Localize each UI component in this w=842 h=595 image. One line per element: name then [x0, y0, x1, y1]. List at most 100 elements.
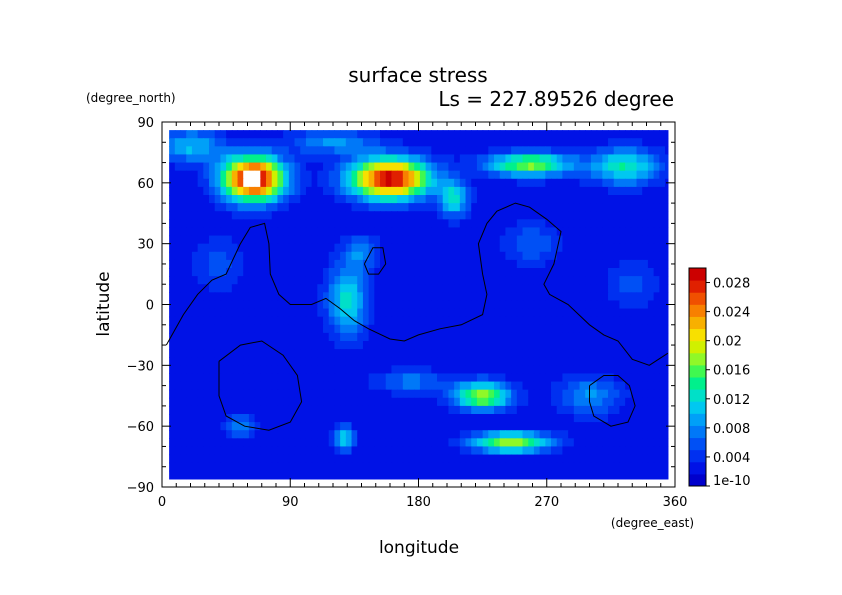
- heatmap-cell: [414, 284, 421, 293]
- heatmap-cell: [294, 219, 301, 229]
- heatmap-cell: [613, 154, 621, 164]
- heatmap-cell: [191, 162, 199, 172]
- heatmap-cell: [579, 203, 586, 212]
- heatmap-cell: [608, 154, 615, 164]
- heatmap-cell: [288, 146, 296, 156]
- heatmap-cell: [528, 203, 535, 212]
- heatmap-cell: [454, 268, 461, 277]
- heatmap-cell: [551, 470, 558, 480]
- heatmap-cell: [214, 422, 222, 431]
- heatmap-cell: [596, 365, 603, 375]
- heatmap-cell: [391, 405, 398, 415]
- heatmap-cell: [380, 219, 387, 229]
- heatmap-cell: [596, 284, 603, 293]
- heatmap-cell: [602, 219, 609, 229]
- heatmap-cell: [653, 162, 660, 172]
- heatmap-cell: [442, 405, 450, 415]
- heatmap-cell: [602, 138, 609, 147]
- heatmap-cell: [602, 332, 609, 342]
- heatmap-cell: [459, 130, 467, 139]
- heatmap-cell: [248, 438, 256, 448]
- heatmap-cell: [203, 422, 210, 431]
- heatmap-cell: [488, 251, 495, 261]
- heatmap-cell: [368, 227, 375, 237]
- heatmap-cell: [647, 357, 655, 366]
- heatmap-cell: [482, 470, 489, 480]
- heatmap-cell: [277, 381, 284, 391]
- heatmap-cell: [528, 186, 535, 196]
- heatmap-cell: [328, 405, 336, 415]
- heatmap-cell: [459, 373, 467, 383]
- heatmap-cell: [283, 178, 290, 188]
- heatmap-cell: [248, 170, 256, 180]
- heatmap-cell: [237, 316, 244, 326]
- heatmap-cell: [345, 373, 353, 383]
- heatmap-cell: [425, 227, 432, 237]
- heatmap-cell: [311, 389, 318, 399]
- heatmap-cell: [476, 389, 484, 399]
- heatmap-cell: [573, 292, 581, 302]
- heatmap-cell: [613, 186, 621, 196]
- heatmap-cell: [596, 332, 603, 342]
- heatmap-cell: [590, 162, 598, 172]
- heatmap-cell: [305, 276, 313, 285]
- heatmap-cell: [505, 332, 512, 342]
- heatmap-cell: [471, 422, 478, 431]
- heatmap-cell: [590, 130, 598, 139]
- heatmap-cell: [288, 292, 296, 302]
- heatmap-cell: [419, 154, 427, 164]
- heatmap-cell: [659, 146, 666, 156]
- heatmap-cell: [294, 422, 301, 431]
- heatmap-cell: [647, 186, 655, 196]
- heatmap-cell: [191, 389, 199, 399]
- heatmap-cell: [608, 389, 615, 399]
- heatmap-cell: [494, 186, 501, 196]
- heatmap-cell: [402, 357, 410, 366]
- heatmap-cell: [608, 381, 615, 391]
- heatmap-cell: [323, 373, 330, 383]
- heatmap-cell: [545, 349, 552, 358]
- heatmap-cell: [288, 251, 296, 261]
- heatmap-cell: [522, 276, 529, 285]
- heatmap-cell: [311, 397, 318, 407]
- heatmap-cell: [340, 405, 347, 415]
- heatmap-cell: [533, 203, 541, 212]
- heatmap-cell: [283, 357, 290, 366]
- heatmap-cell: [425, 332, 432, 342]
- heatmap-cell: [220, 308, 227, 318]
- heatmap-cell: [283, 235, 290, 245]
- heatmap-cell: [402, 268, 410, 277]
- heatmap-cell: [271, 357, 279, 366]
- heatmap-cell: [511, 414, 518, 423]
- heatmap-cell: [174, 300, 182, 310]
- colorbar-swatch: [689, 328, 706, 342]
- heatmap-cell: [351, 162, 358, 172]
- heatmap-cell: [368, 462, 375, 472]
- heatmap-cell: [271, 332, 279, 342]
- heatmap-cell: [209, 365, 216, 375]
- heatmap-cell: [317, 349, 324, 358]
- heatmap-cell: [602, 195, 609, 204]
- heatmap-cell: [465, 268, 472, 277]
- heatmap-cell: [551, 170, 558, 180]
- heatmap-cell: [266, 138, 273, 147]
- heatmap-cell: [288, 178, 296, 188]
- heatmap-cell: [226, 178, 233, 188]
- heatmap-cell: [494, 397, 501, 407]
- heatmap-cell: [476, 284, 484, 293]
- heatmap-cell: [608, 438, 615, 448]
- heatmap-cell: [419, 349, 427, 358]
- heatmap-cell: [556, 438, 564, 448]
- heatmap-cell: [608, 251, 615, 261]
- heatmap-cell: [596, 170, 603, 180]
- heatmap-cell: [602, 454, 609, 464]
- heatmap-cell: [362, 381, 370, 391]
- heatmap-cell: [488, 162, 495, 172]
- heatmap-cell: [596, 381, 603, 391]
- heatmap-cell: [214, 300, 222, 310]
- heatmap-cell: [362, 227, 370, 237]
- heatmap-cell: [288, 316, 296, 326]
- heatmap-cell: [266, 397, 273, 407]
- heatmap-cell: [169, 276, 176, 285]
- heatmap-cell: [368, 300, 375, 310]
